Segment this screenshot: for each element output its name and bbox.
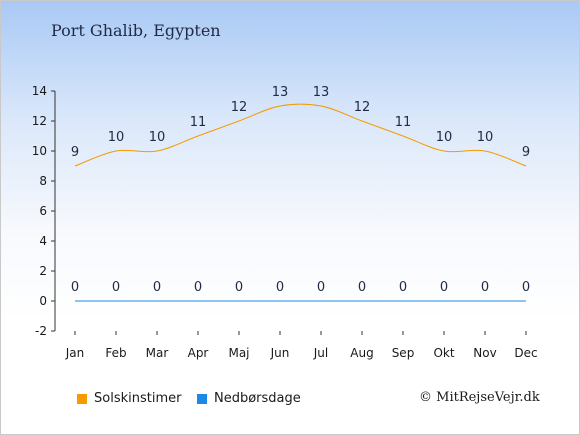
x-tick-label: Maj (228, 346, 249, 360)
series-line-sunshine (74, 103, 527, 167)
legend-label-rain: Nedbørsdage (214, 391, 301, 406)
data-label-sunshine: 12 (231, 100, 248, 115)
data-label-rain: 0 (112, 280, 120, 295)
data-label-sunshine: 11 (395, 115, 412, 130)
data-label-sunshine: 10 (477, 130, 494, 145)
legend-swatch-sunshine (77, 393, 87, 404)
data-label-rain: 0 (153, 280, 161, 295)
x-tick-label: Aug (350, 346, 373, 360)
copyright-text: © MitRejseVejr.dk (419, 390, 540, 405)
x-tick-label: Okt (433, 346, 454, 360)
y-tick-label: 14 (32, 84, 47, 98)
legend-item-rain: Nedbørsdage (197, 391, 301, 406)
data-label-sunshine: 11 (190, 115, 207, 130)
data-label-sunshine: 9 (71, 145, 79, 160)
data-label-rain: 0 (317, 280, 325, 295)
y-tick-label: 0 (39, 294, 47, 308)
y-tick-label: 8 (39, 174, 47, 188)
y-tick-label: 6 (39, 204, 47, 218)
x-tick-label: Apr (188, 346, 209, 360)
data-label-rain: 0 (71, 280, 79, 295)
x-tick-label: Jul (313, 346, 328, 360)
legend-swatch-rain (197, 393, 207, 404)
data-label-sunshine: 13 (313, 85, 330, 100)
y-tick-label: -2 (35, 324, 47, 338)
y-tick-label: 2 (39, 264, 47, 278)
data-label-sunshine: 9 (522, 145, 530, 160)
data-label-sunshine: 10 (149, 130, 166, 145)
data-label-rain: 0 (235, 280, 243, 295)
data-label-rain: 0 (522, 280, 530, 295)
x-tick-label: Feb (105, 346, 126, 360)
x-tick-label: Mar (146, 346, 169, 360)
x-tick-label: Jan (65, 346, 85, 360)
x-tick-label: Dec (514, 346, 537, 360)
data-label-rain: 0 (194, 280, 202, 295)
chart-title: Port Ghalib, Egypten (51, 21, 221, 40)
y-tick-label: 10 (32, 144, 47, 158)
legend-item-sunshine: Solskinstimer (77, 391, 181, 406)
x-tick-label: Jun (270, 346, 290, 360)
y-tick-label: 4 (39, 234, 47, 248)
data-label-rain: 0 (481, 280, 489, 295)
data-label-rain: 0 (440, 280, 448, 295)
data-label-sunshine: 10 (436, 130, 453, 145)
data-label-sunshine: 10 (108, 130, 125, 145)
data-label-sunshine: 13 (272, 85, 289, 100)
x-tick-label: Sep (392, 346, 415, 360)
y-tick-label: 12 (32, 114, 47, 128)
legend-label-sunshine: Solskinstimer (94, 391, 182, 406)
data-label-rain: 0 (276, 280, 284, 295)
data-label-rain: 0 (399, 280, 407, 295)
data-label-rain: 0 (358, 280, 366, 295)
data-label-sunshine: 12 (354, 100, 371, 115)
x-tick-label: Nov (473, 346, 496, 360)
